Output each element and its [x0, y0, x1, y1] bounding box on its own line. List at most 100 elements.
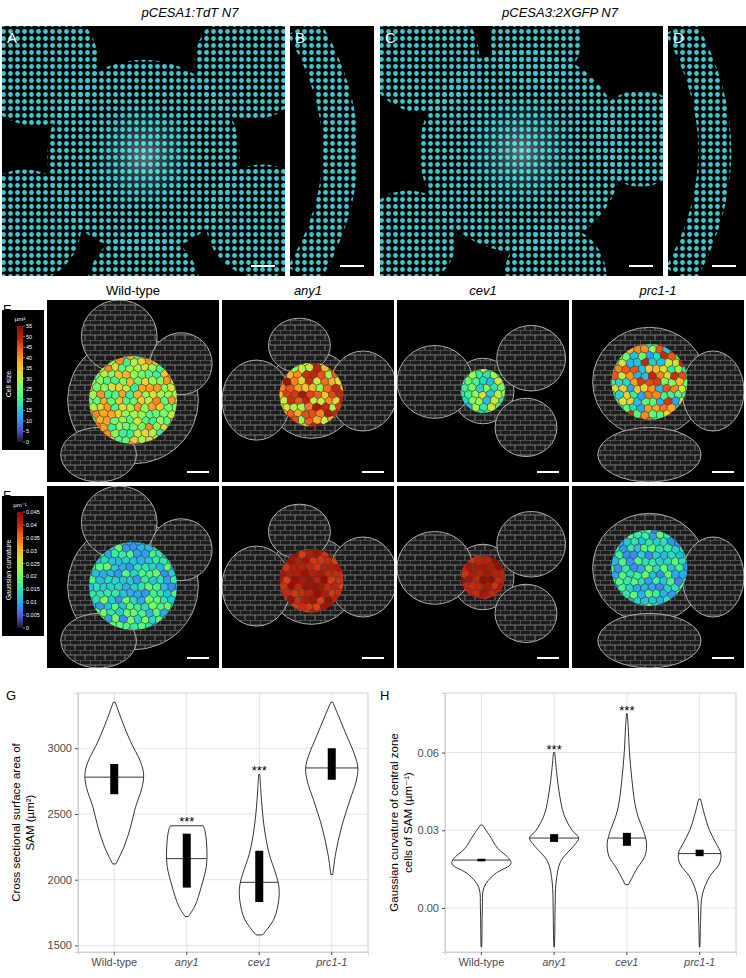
tissue-region	[490, 26, 581, 86]
cell-illustration	[171, 429, 179, 438]
x-axis-line	[79, 953, 369, 956]
cell-illustration	[682, 342, 689, 348]
violin-chart: 1500200025003000Wild-typeany1cev1prc1-1C…	[10, 693, 369, 968]
interval-bar	[696, 850, 704, 856]
x-tick: prc1-1	[315, 952, 347, 968]
colorbar-tick-label: 0.035	[26, 535, 40, 541]
colorbar-tick	[23, 550, 25, 551]
colorbar-tick	[23, 389, 25, 390]
y-tick-mark	[75, 880, 78, 881]
cell-illustration	[87, 603, 89, 610]
cell-illustration	[678, 345, 687, 353]
panel-label: B	[295, 29, 305, 46]
significance-label: ***	[619, 703, 634, 718]
cell-illustration	[623, 342, 631, 348]
cell-illustration	[169, 357, 176, 365]
colorbar	[17, 512, 23, 628]
cell-illustration	[468, 595, 477, 601]
cell-illustration	[93, 555, 101, 564]
cell-heatmap-illustration	[87, 540, 179, 632]
cell-illustration	[87, 430, 89, 436]
cell-illustration	[682, 589, 689, 598]
cell-illustration	[100, 358, 108, 367]
colorbar-tick	[23, 628, 25, 629]
x-tick-mark	[554, 952, 555, 955]
panel-label: F	[3, 488, 11, 503]
cell-illustration	[476, 596, 484, 601]
y-tick-mark	[75, 945, 78, 946]
meristem-outline	[222, 360, 291, 440]
cell-illustration	[87, 354, 90, 358]
meristem-image	[47, 300, 219, 482]
cell-illustration	[329, 363, 337, 371]
cell-illustration	[345, 614, 346, 615]
cell-illustration	[309, 422, 317, 428]
y-tick: 0.00	[418, 902, 445, 914]
y-tick-label: 3000	[48, 742, 72, 754]
significance-label: ***	[179, 814, 194, 829]
cell-illustration	[339, 556, 345, 565]
cell-illustration	[687, 411, 690, 418]
colorbar-tick-label: 10	[26, 418, 32, 424]
cell-illustration	[609, 559, 611, 565]
meristem-image	[222, 486, 394, 668]
cell-illustration	[609, 604, 616, 608]
cell-illustration	[463, 588, 472, 597]
cell-illustration	[89, 443, 97, 446]
panel-label: H	[380, 688, 389, 703]
cell-illustration	[110, 442, 118, 446]
cell-illustration	[609, 359, 611, 366]
meristem-outline	[61, 613, 137, 668]
cell-illustration	[323, 361, 331, 367]
colorbar-tick-label: 25	[26, 386, 32, 392]
y-tick-mark	[442, 753, 445, 754]
cell-illustration	[343, 563, 345, 571]
cell-illustration	[618, 596, 627, 605]
image-background	[47, 486, 219, 668]
y-tick-mark	[75, 814, 78, 815]
x-tick-label: any1	[542, 956, 566, 968]
tissue-section	[680, 26, 715, 276]
y-axis-title: SAM (µm²)	[24, 794, 36, 850]
cell-illustration	[338, 596, 345, 605]
cell-illustration	[164, 628, 172, 632]
cell-illustration	[104, 627, 112, 632]
cell-illustration	[178, 379, 179, 383]
cell-illustration	[90, 628, 98, 632]
colorbar-tick	[23, 615, 25, 616]
cell-illustration	[609, 398, 611, 405]
tissue-region	[87, 232, 200, 276]
scale-bar	[251, 265, 275, 267]
cell-illustration	[97, 615, 106, 624]
colorbar-background	[2, 310, 44, 450]
cell-heatmap-illustration	[87, 354, 179, 446]
cell-illustration	[638, 418, 645, 422]
cell-illustration	[506, 385, 507, 390]
cell-illustration	[100, 622, 108, 631]
cell-illustration	[167, 621, 175, 630]
cell-illustration	[689, 342, 690, 346]
cell-illustration	[476, 409, 485, 415]
cell-illustration	[679, 531, 686, 540]
cell-illustration	[667, 603, 675, 608]
y-tick-label: 0.03	[418, 824, 439, 836]
colorbar-background	[2, 496, 44, 636]
cell-illustration	[87, 616, 89, 622]
cell-illustration	[89, 615, 98, 624]
cell-illustration	[609, 532, 612, 539]
cell-illustration	[686, 596, 689, 603]
cell-illustration	[626, 597, 634, 605]
colorbar-tick	[23, 431, 25, 432]
violins	[85, 702, 358, 935]
x-tick-mark	[481, 952, 482, 955]
x-axis: Wild-typeany1cev1prc1-1	[446, 952, 737, 968]
cell-illustration	[502, 389, 507, 398]
cell-illustration	[459, 553, 465, 557]
genotype-header: prc1-1	[639, 283, 677, 298]
interval-bar	[623, 833, 631, 846]
cell-illustration	[687, 346, 690, 354]
cell-illustration	[96, 442, 103, 446]
cell-illustration	[171, 602, 179, 610]
tissue-region	[505, 225, 607, 276]
x-tick: any1	[542, 952, 566, 968]
